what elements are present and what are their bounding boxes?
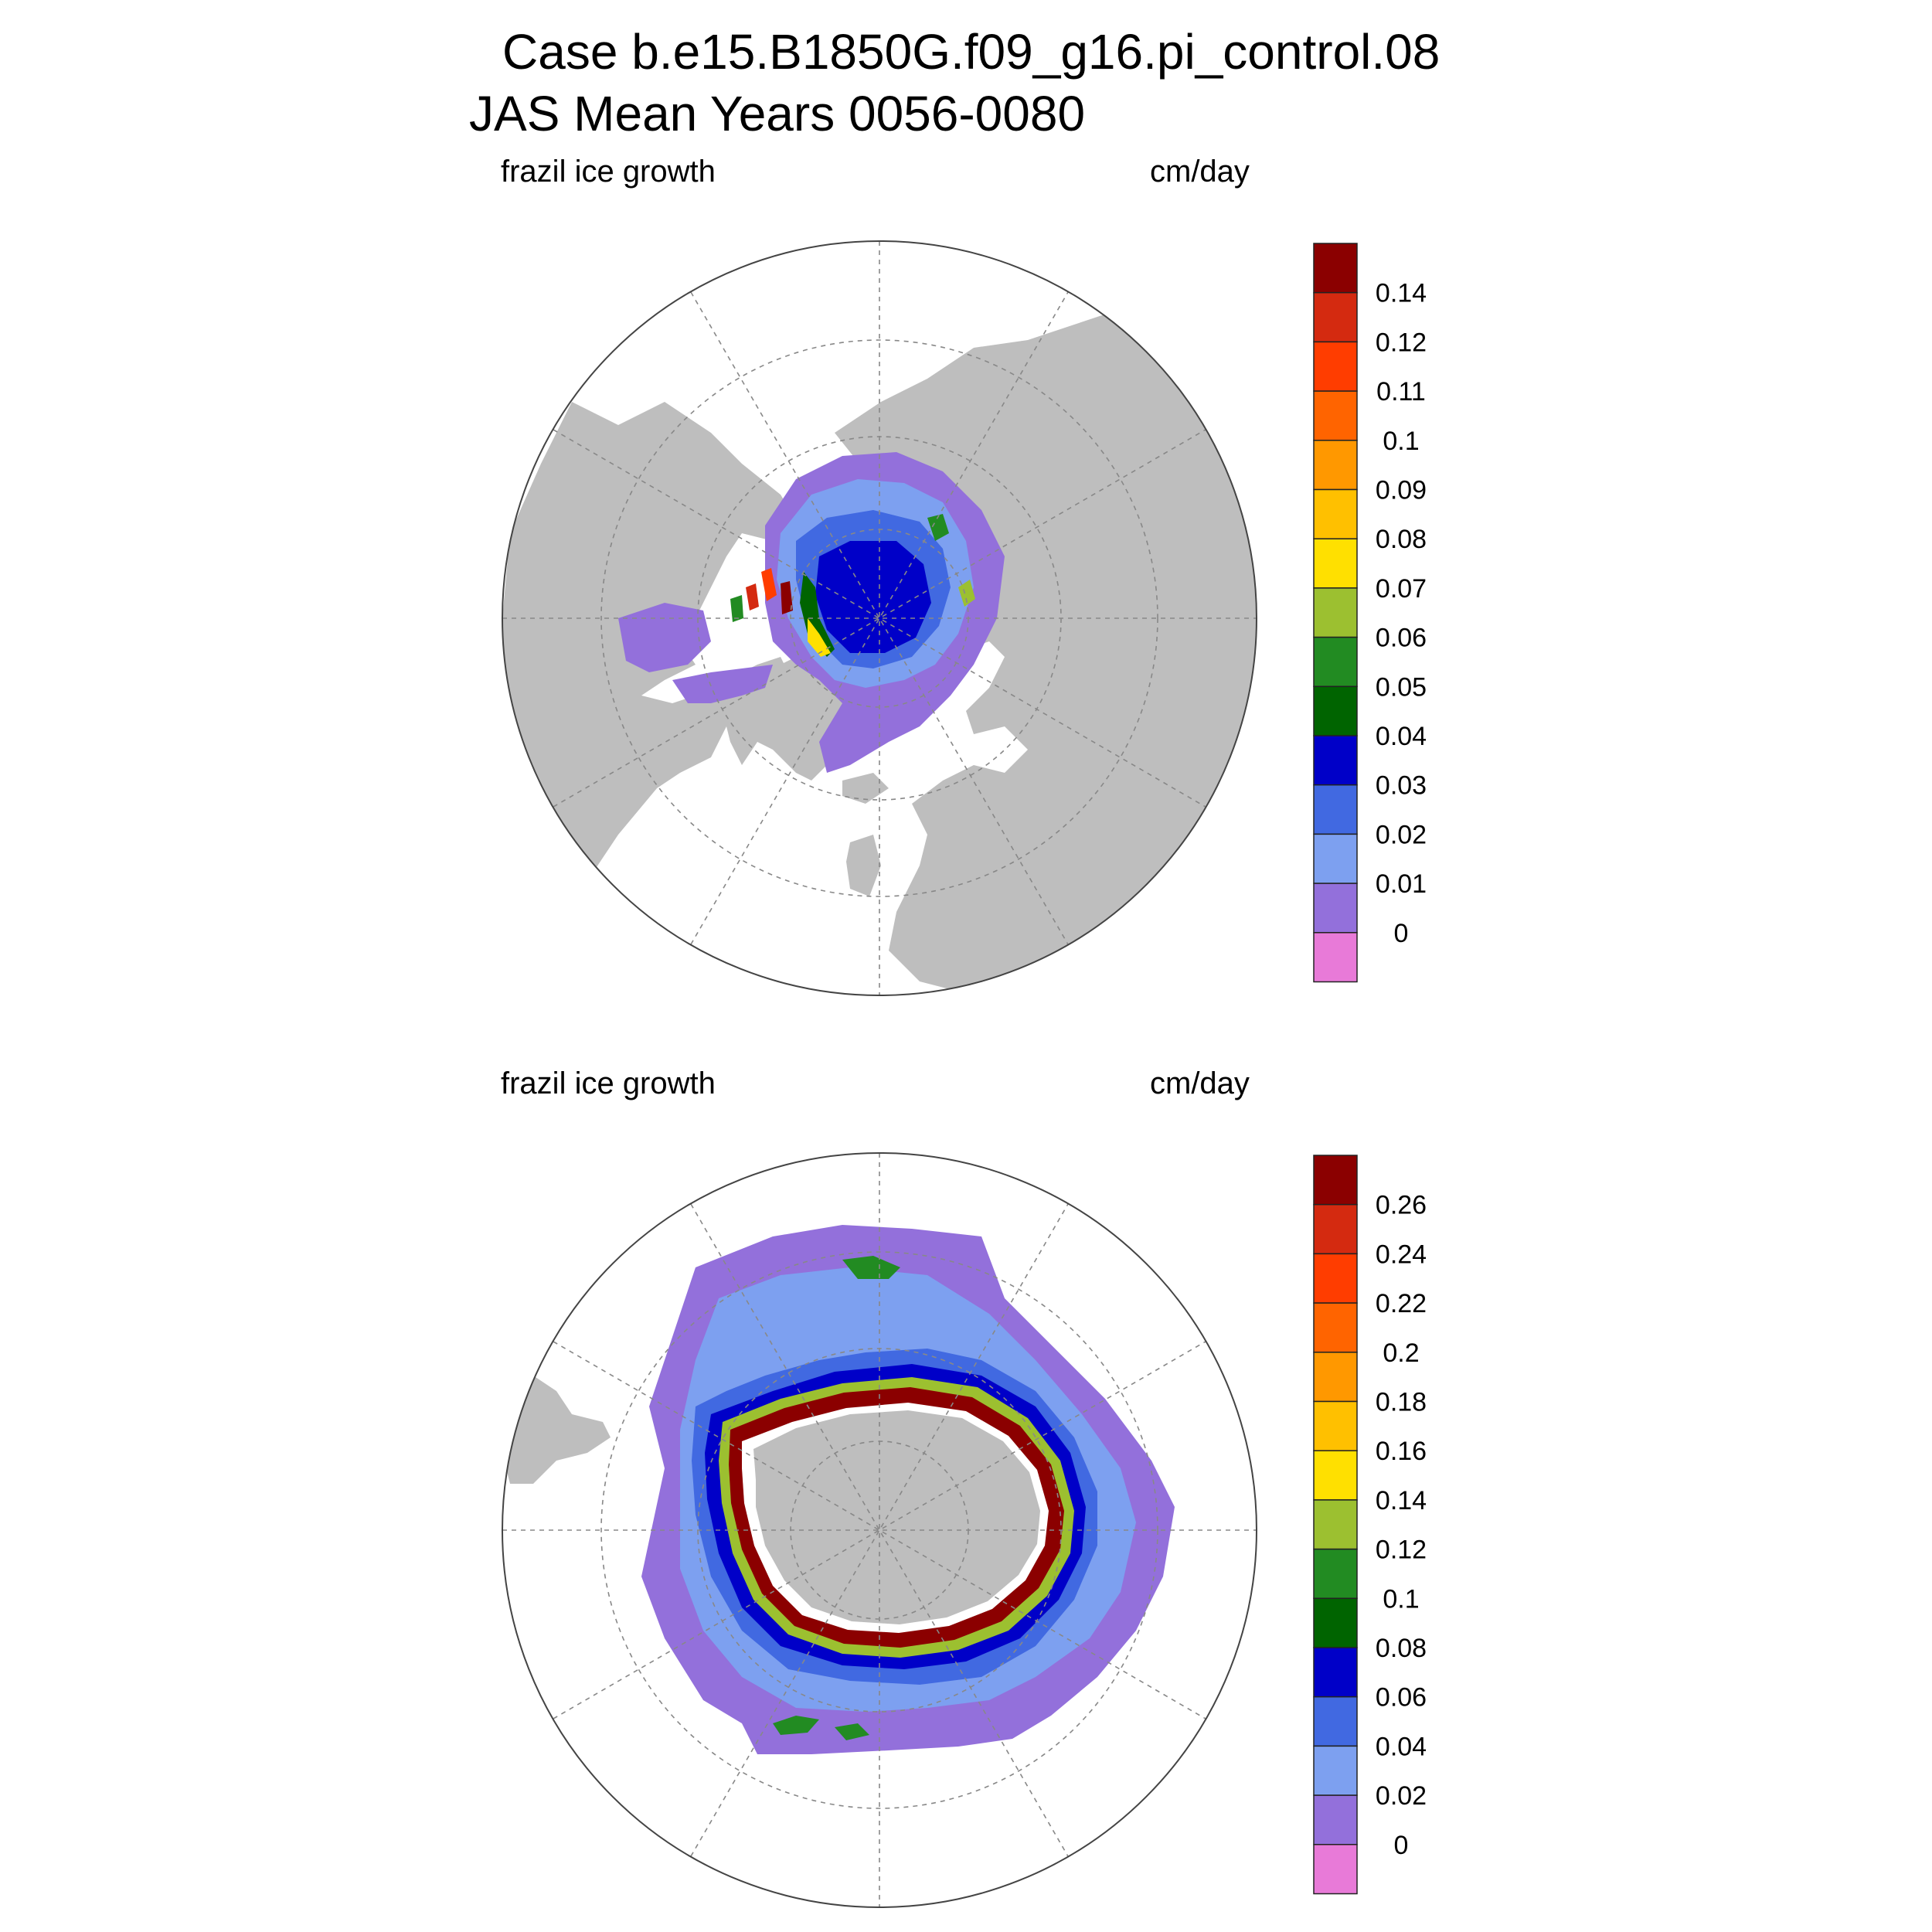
colorbar-swatch <box>1313 1400 1358 1451</box>
colorbar-tick-label: 0.1 <box>1383 427 1419 456</box>
north-panel-units-label: cm/day <box>1150 155 1250 189</box>
colorbar-swatch <box>1313 488 1358 539</box>
colorbar-swatch <box>1313 1597 1358 1648</box>
british-isles-land <box>846 835 881 896</box>
south-polar-map <box>502 1152 1257 1908</box>
antarctica-land <box>753 1410 1040 1624</box>
colorbar-swatch <box>1313 784 1358 835</box>
north-panel-variable-label: frazil ice growth <box>501 155 716 189</box>
colorbar-tick-label: 0.22 <box>1376 1289 1427 1318</box>
south-map-border <box>502 1152 1257 1908</box>
colorbar-tick-label: 0.03 <box>1376 771 1427 801</box>
colorbar-swatch <box>1313 1548 1358 1600</box>
colorbar-swatch <box>1313 1352 1358 1403</box>
colorbar-swatch <box>1313 1450 1358 1501</box>
colorbar-swatch <box>1313 243 1358 294</box>
colorbar-swatch <box>1313 1253 1358 1304</box>
colorbar-swatch <box>1313 390 1358 441</box>
colorbar-tick-label: 0.08 <box>1376 1634 1427 1663</box>
colorbar-swatch <box>1313 685 1358 736</box>
colorbar-tick-label: 0.14 <box>1376 279 1427 308</box>
south-panel-units-label: cm/day <box>1150 1066 1250 1100</box>
south-america-land <box>502 1376 611 1484</box>
colorbar-swatch <box>1313 1203 1358 1255</box>
colorbar-tick-label: 0.05 <box>1376 672 1427 702</box>
colorbar-tick-label: 0 <box>1394 1831 1409 1860</box>
colorbar-swatch <box>1313 1794 1358 1845</box>
colorbar-swatch <box>1313 587 1358 638</box>
colorbar-tick-label: 0.04 <box>1376 722 1427 751</box>
colorbar-swatch <box>1313 833 1358 884</box>
colorbar-tick-label: 0.12 <box>1376 328 1427 357</box>
colorbar-tick-label: 0.26 <box>1376 1191 1427 1220</box>
colorbar-tick-label: 0.07 <box>1376 574 1427 604</box>
colorbar-swatch <box>1313 1745 1358 1796</box>
colorbar-tick-label: 0.1 <box>1383 1584 1419 1614</box>
colorbar-tick-label: 0.09 <box>1376 476 1427 505</box>
colorbar-swatch <box>1313 291 1358 343</box>
colorbar-swatch <box>1313 1499 1358 1550</box>
south-graticule <box>502 1153 1257 1907</box>
colorbar-tick-label: 0.04 <box>1376 1732 1427 1761</box>
colorbar-swatch <box>1313 735 1358 786</box>
iceland-land <box>842 773 889 804</box>
colorbar-swatch <box>1313 636 1358 688</box>
colorbar-swatch <box>1313 1647 1358 1698</box>
colorbar-tick-label: 0.16 <box>1376 1437 1427 1466</box>
north-graticule <box>502 241 1257 995</box>
colorbar-tick-label: 0.02 <box>1376 1781 1427 1811</box>
colorbar-tick-label: 0.08 <box>1376 525 1427 554</box>
colorbar-tick-label: 0.18 <box>1376 1388 1427 1417</box>
south-panel-variable-label: frazil ice growth <box>501 1066 716 1100</box>
colorbar-tick-label: 0.12 <box>1376 1536 1427 1565</box>
colorbar-tick-label: 0.01 <box>1376 869 1427 899</box>
colorbar-tick-label: 0 <box>1394 919 1409 948</box>
north-map-border <box>502 240 1257 996</box>
north-polar-map <box>502 240 1257 996</box>
colorbar-swatch <box>1313 1155 1358 1206</box>
colorbar-swatch <box>1313 932 1358 983</box>
colorbar-swatch <box>1313 1302 1358 1353</box>
colorbar-tick-label: 0.06 <box>1376 624 1427 653</box>
colorbar-tick-label: 0.11 <box>1376 377 1426 406</box>
colorbar-tick-label: 0.02 <box>1376 820 1427 849</box>
colorbar-swatch <box>1313 440 1358 491</box>
figure-title-line2: JAS Mean Years 0056-0080 <box>469 86 1086 141</box>
colorbar-tick-label: 0.06 <box>1376 1683 1427 1713</box>
colorbar-swatch <box>1313 341 1358 392</box>
colorbar-swatch <box>1313 883 1358 934</box>
north-colorbar: 0.14 0.12 0.11 0.1 0.09 0.08 0.07 0.06 0.05 0.04 0… <box>1313 243 1427 983</box>
colorbar-swatch <box>1313 538 1358 589</box>
south-colorbar: 0.26 0.24 0.22 0.2 0.18 0.16 0.14 0.12 0.1 0.08 0.… <box>1313 1155 1427 1895</box>
north-frazil-field <box>618 452 1005 773</box>
colorbar-tick-label: 0.14 <box>1376 1486 1427 1515</box>
colorbar-swatch <box>1313 1844 1358 1895</box>
colorbar-tick-label: 0.24 <box>1376 1240 1427 1269</box>
colorbar-swatch <box>1313 1696 1358 1747</box>
figure-title-line1: Case b.e15.B1850G.f09_g16.pi_control.08 <box>502 24 1440 80</box>
colorbar-tick-label: 0.2 <box>1383 1338 1419 1368</box>
